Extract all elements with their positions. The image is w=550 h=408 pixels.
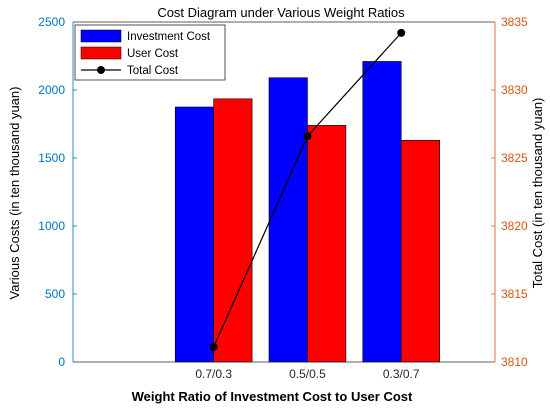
- legend-swatch: [80, 46, 122, 60]
- legend-label: Investment Cost: [127, 31, 211, 43]
- bar-investment-cost-3: [362, 61, 402, 363]
- left-tick-label: 2000: [38, 83, 65, 97]
- bar-user-cost-3: [400, 140, 440, 363]
- point-total-cost-1: [209, 343, 218, 352]
- legend-label: Total Cost: [127, 65, 179, 77]
- right-tick-label: 3820: [501, 219, 528, 233]
- left-tick-label: 2500: [38, 15, 65, 29]
- point-total-cost-2: [303, 132, 312, 141]
- x-axis-label: Weight Ratio of Investment Cost to User …: [132, 389, 413, 404]
- right-tick-label: 3830: [501, 83, 528, 97]
- right-tick-label: 3815: [501, 287, 528, 301]
- right-tick-label: 3810: [501, 355, 528, 369]
- legend-label: User Cost: [127, 48, 179, 60]
- x-tick-label: 0.5/0.5: [289, 367, 326, 381]
- point-total-cost-3: [397, 28, 406, 37]
- bar-user-cost-2: [307, 125, 347, 363]
- bar-investment-cost-1: [174, 106, 214, 363]
- x-tick-label: 0.7/0.3: [195, 367, 232, 381]
- right-tick-label: 3825: [501, 151, 528, 165]
- left-tick-label: 1000: [38, 219, 65, 233]
- right-y-axis-label: Total Cost (in ten thousand yuan): [530, 98, 545, 289]
- right-tick-label: 3835: [501, 15, 528, 29]
- bar-investment-cost-2: [268, 77, 308, 363]
- left-tick-label: 500: [45, 287, 65, 301]
- left-tick-label: 1500: [38, 151, 65, 165]
- x-tick-label: 0.3/0.7: [383, 367, 420, 381]
- plot-area: 0 500 1000 1500 2000 2500 3810 3815 3820 3825 3830…: [38, 15, 528, 381]
- chart-title: Cost Diagram under Various Weight Ratios: [157, 5, 405, 20]
- bar-user-cost-1: [213, 98, 253, 363]
- left-tick-label: 0: [58, 355, 65, 369]
- left-y-axis-label: Various Costs (in ten thousand yuan): [7, 87, 22, 300]
- legend-swatch-marker: [97, 66, 105, 74]
- legend-swatch: [80, 29, 122, 43]
